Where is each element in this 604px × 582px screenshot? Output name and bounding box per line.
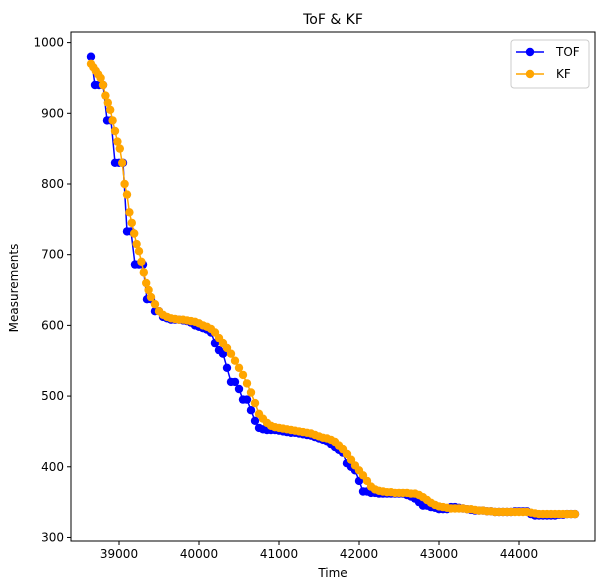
series-kf-point — [101, 91, 110, 100]
series-kf-point — [103, 98, 113, 107]
series-kf-point — [130, 229, 139, 238]
legend-item-tof: TOF — [516, 45, 580, 59]
series-kf — [86, 59, 580, 519]
series-tof-point — [250, 416, 260, 425]
series-kf-point — [122, 190, 132, 199]
series-kf-point — [110, 126, 120, 136]
y-axis: 300 400 500 600 700 800 900 1000 — [33, 36, 71, 544]
series-kf-point — [230, 356, 240, 365]
legend-swatch-marker — [525, 69, 535, 79]
series-kf-point — [98, 80, 108, 90]
series-kf-point — [113, 137, 122, 146]
x-tick-label: 42000 — [340, 547, 378, 561]
series-tof-point — [222, 363, 232, 372]
series-kf-point — [132, 239, 141, 249]
series-tof-point — [86, 52, 96, 61]
x-tick-label: 44000 — [500, 547, 538, 561]
legend-item-kf: KF — [516, 67, 571, 81]
y-axis-label: Measurements — [7, 244, 21, 333]
series-tof-point — [234, 384, 244, 394]
x-axis: 39000 40000 41000 42000 43000 44000 — [100, 541, 538, 561]
series-kf-point — [120, 179, 129, 189]
y-tick-label: 400 — [41, 460, 64, 474]
series-tof-point — [246, 406, 256, 415]
series-kf-point — [250, 398, 260, 408]
y-tick-label: 600 — [41, 318, 64, 332]
series-kf-point — [144, 285, 153, 295]
legend-label: TOF — [555, 45, 580, 59]
chart-title: ToF & KF — [302, 12, 363, 28]
plot-frame — [70, 31, 596, 542]
x-tick-label: 43000 — [420, 547, 458, 561]
series-kf-point — [238, 370, 248, 380]
series-kf-point — [150, 300, 160, 309]
y-tick-label: 800 — [41, 177, 64, 191]
y-tick-label: 700 — [41, 248, 64, 262]
series-kf-point — [118, 158, 127, 167]
series-kf-point — [226, 349, 236, 358]
series-kf-point — [96, 73, 105, 83]
series-tof-point — [230, 377, 240, 387]
series-kf-point — [139, 268, 148, 277]
series-kf-point — [142, 278, 151, 288]
y-tick-label: 500 — [41, 389, 64, 403]
series-tof-point — [242, 395, 252, 404]
series-kf-point — [127, 218, 136, 228]
x-axis-label: Time — [317, 566, 347, 580]
series-kf-point — [106, 105, 115, 115]
series-layer — [86, 52, 580, 520]
series-kf-point — [134, 247, 144, 256]
series-kf-point — [137, 257, 146, 266]
y-tick-label: 900 — [41, 106, 64, 120]
series-kf-point — [115, 144, 125, 153]
series-kf-point — [234, 363, 244, 372]
y-tick-label: 1000 — [33, 36, 64, 50]
series-kf-point — [125, 208, 134, 217]
legend: TOF KF — [510, 39, 590, 89]
legend-swatch-marker — [525, 47, 535, 57]
series-kf-point — [242, 379, 252, 388]
series-kf-point — [108, 116, 117, 125]
series-tof — [86, 52, 580, 520]
legend-label: KF — [556, 67, 571, 81]
series-kf-point — [570, 509, 580, 519]
y-tick-label: 300 — [41, 530, 64, 544]
x-tick-label: 40000 — [180, 547, 218, 561]
x-tick-label: 39000 — [100, 547, 138, 561]
series-kf-point — [146, 292, 156, 302]
series-kf-point — [246, 388, 256, 397]
x-tick-label: 41000 — [260, 547, 298, 561]
